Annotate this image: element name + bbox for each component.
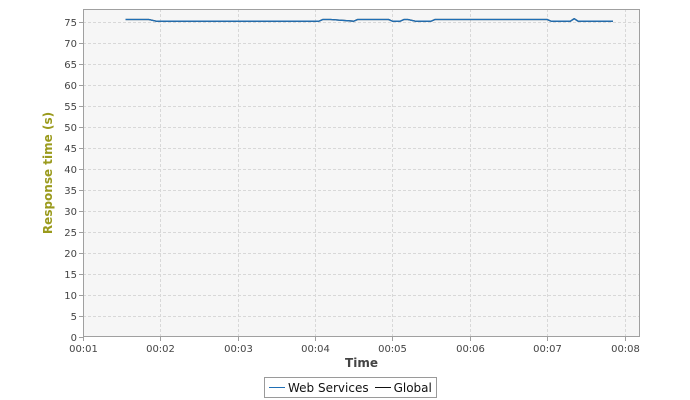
y-tick-label: 35 xyxy=(64,186,77,197)
legend-item-web-services: Web Services xyxy=(269,381,369,395)
y-tick-label: 70 xyxy=(64,39,77,50)
grid-lines xyxy=(83,9,640,337)
plot-area xyxy=(83,9,640,337)
legend-label-web-services: Web Services xyxy=(288,380,369,395)
y-tick-label: 50 xyxy=(64,123,77,134)
x-tick-label: 00:07 xyxy=(533,344,562,355)
x-tick-label: 00:05 xyxy=(378,344,407,355)
x-tick-label: 00:08 xyxy=(611,344,640,355)
x-tick-label: 00:03 xyxy=(224,344,253,355)
y-tick-label: 15 xyxy=(64,270,77,281)
plot-border xyxy=(83,9,640,337)
x-tick-label: 00:04 xyxy=(301,344,330,355)
y-tick-label: 55 xyxy=(64,102,77,113)
y-tick-label: 10 xyxy=(64,291,77,302)
series-line-web-services xyxy=(125,18,613,22)
y-tick-label: 5 xyxy=(71,312,77,323)
y-tick-label: 25 xyxy=(64,228,77,239)
tick-labels: 0 5 10 15 20 25 30 35 40 45 50 55 60 65 70 75 00:01 00:02… xyxy=(64,18,640,355)
y-tick-label: 40 xyxy=(64,165,77,176)
y-tick-label: 30 xyxy=(64,207,77,218)
y-tick-label: 45 xyxy=(64,144,77,155)
y-tick-label: 60 xyxy=(64,81,77,92)
legend-swatch-global xyxy=(374,387,391,388)
y-axis-title: Response time (s) xyxy=(41,112,55,234)
legend-item-global: Global xyxy=(374,380,432,395)
x-tick-label: 00:02 xyxy=(146,344,175,355)
x-tick-label: 00:06 xyxy=(456,344,485,355)
y-tick-label: 65 xyxy=(64,60,77,71)
series-lines xyxy=(125,18,613,22)
x-tick-label: 00:01 xyxy=(69,344,98,355)
x-axis-title: Time xyxy=(345,356,378,370)
legend-swatch-web-services xyxy=(269,387,285,388)
axes xyxy=(79,9,640,341)
legend-label-global: Global xyxy=(393,380,432,395)
legend: Web Services Global xyxy=(264,377,437,398)
y-tick-label: 75 xyxy=(64,18,77,29)
y-tick-label: 0 xyxy=(71,333,77,344)
y-tick-label: 20 xyxy=(64,249,77,260)
